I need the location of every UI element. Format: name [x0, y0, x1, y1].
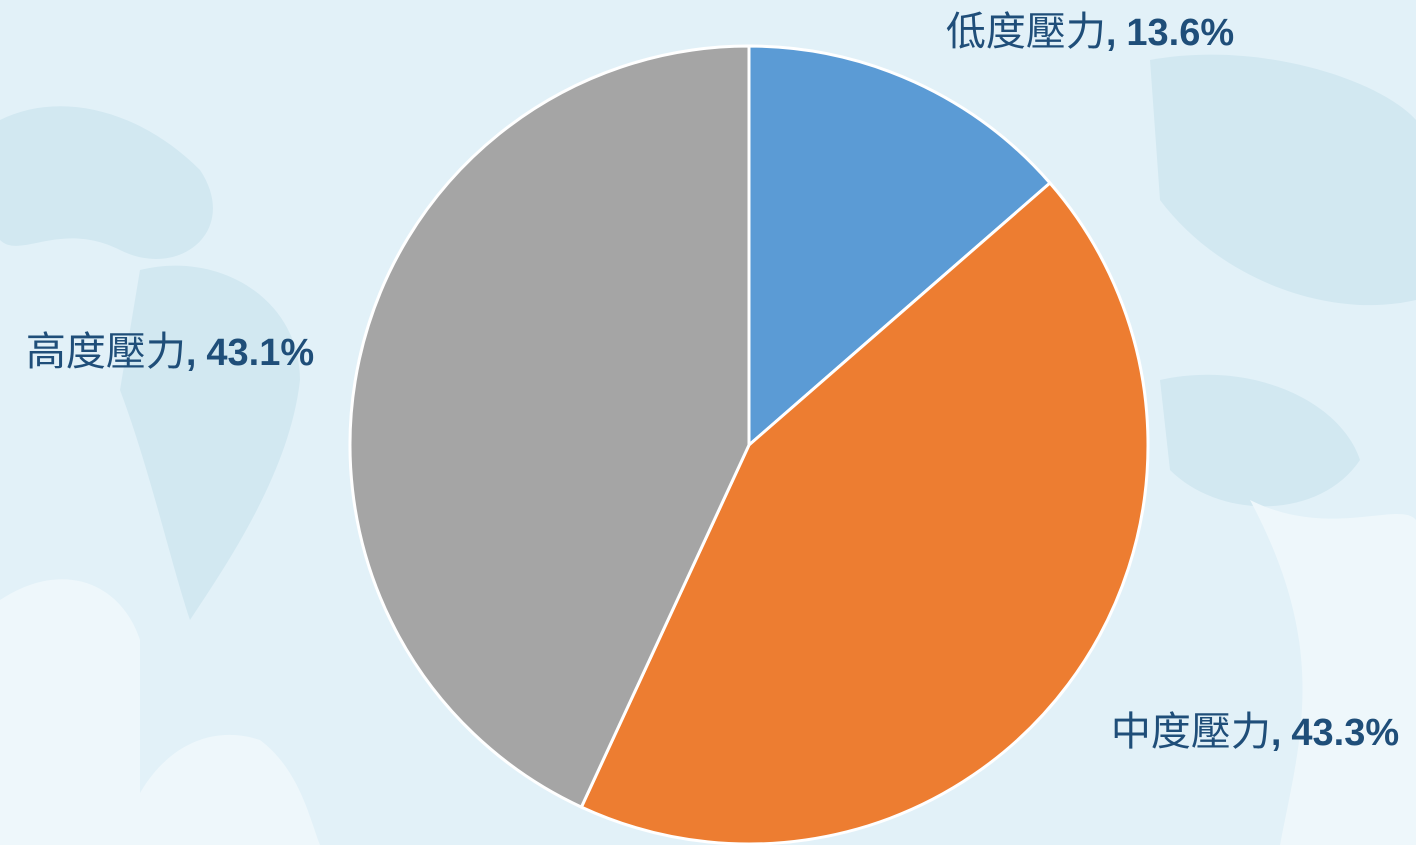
data-label: 中度壓力, 43.3% — [1111, 709, 1399, 755]
pie-slice — [579, 181, 1150, 845]
pie — [348, 44, 1150, 845]
value-label: 43.3% — [1291, 712, 1399, 754]
value-label: 43.1% — [206, 332, 314, 374]
label-separator: , — [186, 332, 197, 374]
pie-slice — [348, 44, 751, 809]
background-map — [0, 54, 1416, 845]
label-separator: , — [1271, 712, 1282, 754]
category-label: 高度壓力 — [26, 329, 186, 375]
value-label: 13.6% — [1126, 12, 1234, 54]
data-label: 高度壓力, 43.1% — [26, 329, 314, 375]
data-label: 低度壓力, 13.6% — [946, 9, 1234, 55]
category-label: 低度壓力 — [946, 9, 1106, 55]
pie-slice — [747, 44, 1052, 447]
category-label: 中度壓力 — [1111, 709, 1271, 755]
label-separator: , — [1106, 12, 1117, 54]
